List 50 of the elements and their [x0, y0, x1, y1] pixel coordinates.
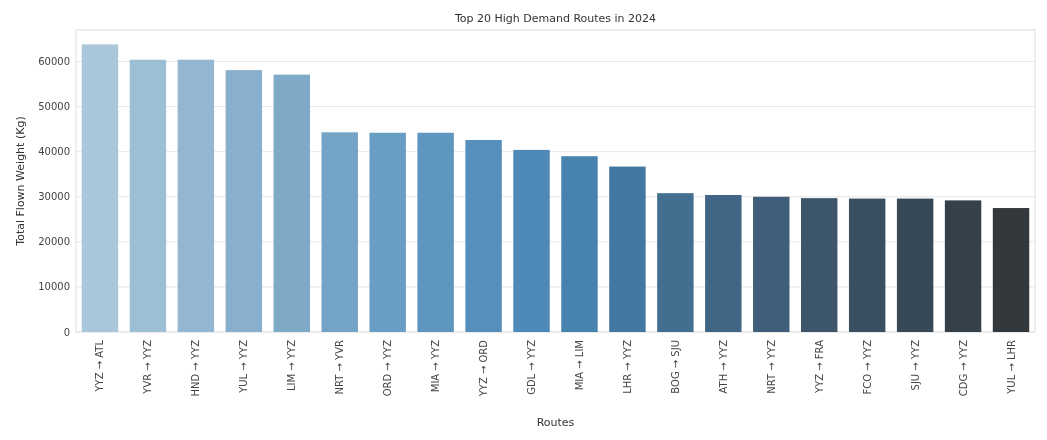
x-tick-label: GDL → YYZ [526, 339, 538, 395]
bar [609, 166, 646, 332]
x-tick-label: FCO → YYZ [861, 339, 873, 395]
y-tick-label: 10000 [38, 281, 70, 293]
bar [465, 139, 502, 332]
bar [753, 196, 790, 332]
bar [848, 198, 886, 332]
bar [417, 132, 454, 332]
bar [129, 59, 167, 332]
x-tick-label: SJU → YYZ [909, 339, 921, 391]
x-tick-label: BOG → SJU [669, 340, 681, 394]
y-tick-label: 40000 [38, 146, 70, 158]
x-axis-title: Routes [536, 416, 575, 429]
x-tick-label: ATH → YYZ [717, 339, 729, 394]
x-tick-label: HND → YYZ [190, 339, 202, 397]
y-tick-label: 20000 [38, 236, 70, 248]
bar [896, 198, 934, 332]
bar [657, 193, 694, 332]
bar [944, 200, 982, 332]
x-tick-label: ORD → YYZ [382, 339, 394, 397]
x-tick-label: YUL → YYZ [238, 339, 250, 394]
bar [561, 156, 598, 332]
x-tick-label: YUL → LHR [1005, 339, 1017, 395]
bar [81, 44, 119, 332]
x-tick-label: YVR → YYZ [142, 339, 154, 395]
x-tick-label: MIA → LIM [573, 340, 585, 391]
x-tick-label: CDG → YYZ [957, 339, 969, 397]
bar [273, 74, 310, 332]
bar [801, 198, 838, 332]
x-tick-label: NRT → YVR [334, 339, 346, 395]
x-tick-label: LHR → YYZ [621, 339, 633, 394]
x-tick-label: YYZ → FRA [813, 339, 825, 394]
y-tick-label: 30000 [38, 191, 70, 203]
x-tick-label: NRT → YYZ [765, 339, 777, 394]
bar [705, 194, 742, 332]
y-axis-title: Total Flown Weight (Kg) [14, 116, 27, 247]
chart-title: Top 20 High Demand Routes in 2024 [453, 12, 657, 25]
bar [513, 149, 550, 332]
x-tick-label: YYZ → ORD [478, 339, 490, 398]
y-tick-label: 50000 [38, 101, 70, 113]
bar [992, 208, 1030, 332]
y-tick-label: 60000 [38, 56, 70, 68]
x-tick-label: MIA → YYZ [430, 339, 442, 393]
bar [321, 132, 358, 332]
bar [369, 132, 406, 332]
y-tick-label: 0 [63, 326, 70, 338]
bar [177, 59, 215, 332]
x-tick-label: YYZ → ATL [94, 339, 106, 393]
x-tick-label: LIM → YYZ [286, 339, 298, 391]
bar [225, 70, 263, 332]
